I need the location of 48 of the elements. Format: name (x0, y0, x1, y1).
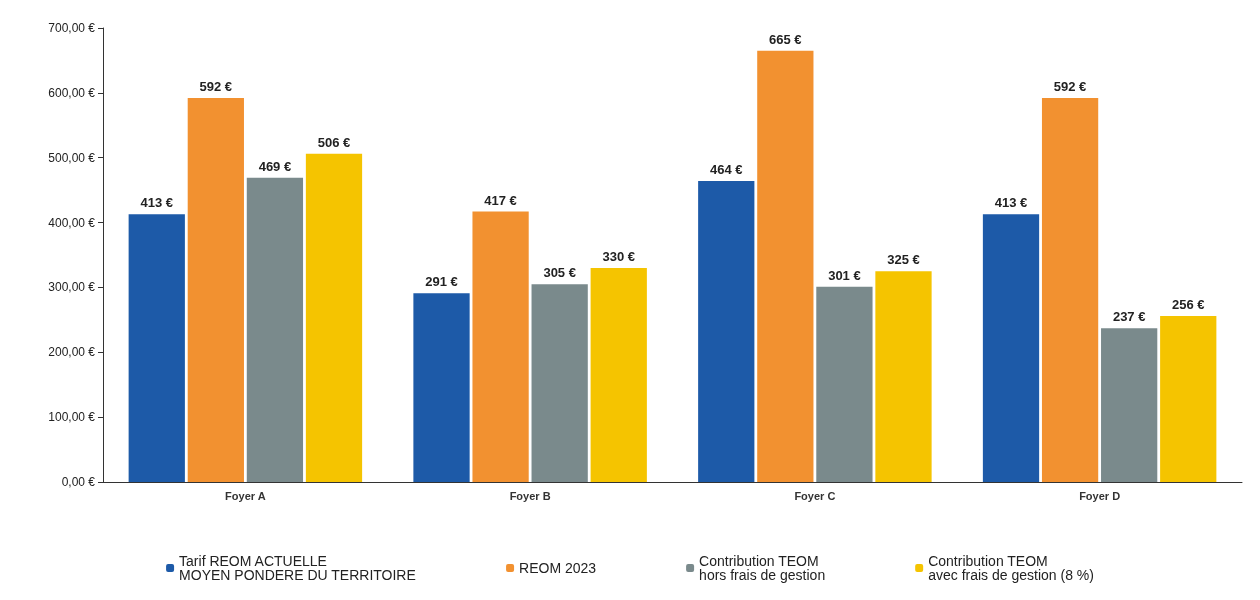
legend-label: Tarif REOM ACTUELLE MOYEN PONDERE DU TERRITOIRE (179, 553, 416, 583)
bar (531, 284, 588, 482)
data-label: 417 € (484, 192, 517, 208)
data-label: 592 € (199, 79, 233, 95)
data-label: 413 € (140, 195, 174, 211)
bar (816, 286, 873, 482)
x-tick-label: Foyer A (225, 489, 266, 502)
bar (1041, 98, 1099, 482)
data-label: 469 € (258, 158, 292, 174)
data-label: 506 € (317, 134, 351, 150)
data-label: 464 € (709, 162, 743, 178)
y-tick-label: 0,00 € (61, 475, 96, 489)
data-label: 665 € (769, 31, 802, 47)
x-tick-label: Foyer B (509, 489, 551, 502)
y-tick-label: 600,00 € (48, 85, 96, 100)
y-tick-label: 500,00 € (48, 150, 96, 165)
data-label: 330 € (602, 248, 636, 264)
data-label: 592 € (1053, 79, 1087, 95)
bar (590, 267, 647, 482)
y-tick-label: 200,00 € (48, 345, 96, 360)
data-label: 237 € (1112, 309, 1146, 325)
bar (246, 177, 304, 482)
bar (1101, 328, 1158, 482)
bar (757, 50, 814, 482)
x-tick-label: Foyer C (794, 489, 836, 502)
data-label: 413 € (994, 195, 1028, 211)
data-label: 291 € (425, 274, 458, 290)
data-label: 256 € (1171, 296, 1205, 312)
data-label: 325 € (887, 252, 920, 268)
y-tick-label: 400,00 € (48, 215, 96, 230)
bar (1160, 315, 1217, 482)
bar (413, 293, 470, 482)
data-label: 305 € (543, 265, 576, 281)
bar (187, 98, 244, 482)
x-tick-label: Foyer D (1079, 489, 1121, 502)
bar (698, 181, 755, 482)
bar (875, 271, 932, 482)
y-tick-label: 100,00 € (48, 410, 96, 425)
legend-label: REOM 2023 (519, 560, 597, 576)
y-tick-label: 300,00 € (48, 280, 96, 295)
bar (128, 214, 185, 482)
data-label: 301 € (828, 267, 861, 283)
legend-label: Contribution TEOM avec frais de gestion (8 %) (928, 553, 1094, 583)
bar (305, 153, 363, 482)
y-tick-label: 700,00 € (48, 21, 96, 35)
legend-label: Contribution TEOM hors frais de gestion (699, 553, 826, 583)
bar (982, 214, 1040, 482)
bar (472, 211, 529, 482)
